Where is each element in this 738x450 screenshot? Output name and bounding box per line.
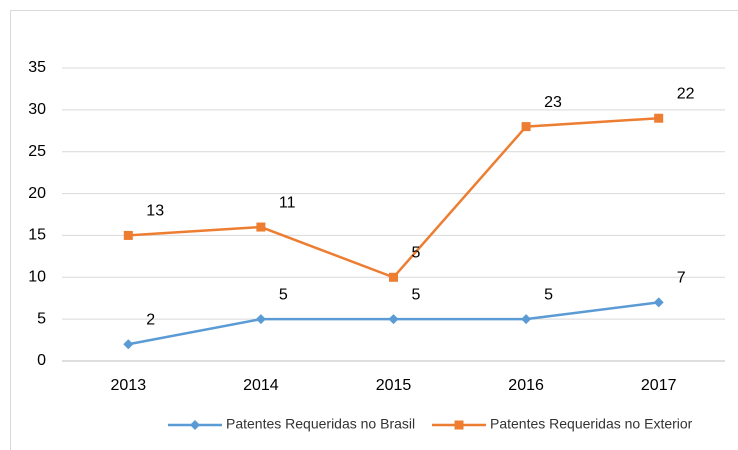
y-tick-label: 5 [37,310,46,327]
marker [454,420,464,430]
y-tick-label: 25 [28,143,46,160]
data-label: 7 [677,270,686,287]
y-tick-label: 20 [28,185,46,202]
legend: Patentes Requeridas no Brasil Patentes Re… [168,416,693,432]
legend-label: Patentes Requeridas no Brasil [226,416,415,432]
marker [255,314,266,325]
marker [123,230,133,240]
y-tick-label: 35 [28,59,46,76]
y-tick-label: 10 [28,269,46,286]
y-tick-label: 15 [28,227,46,244]
marker [123,339,134,350]
marker [654,113,664,123]
marker [256,222,266,232]
marker [653,297,664,308]
x-tick-label: 2017 [641,377,677,394]
data-label: 11 [279,194,296,211]
data-label: 5 [412,245,421,262]
x-tick-label: 2016 [508,377,544,394]
marker [389,272,398,282]
data-label: 13 [146,203,164,220]
data-label: 5 [279,286,288,303]
marker [388,314,399,325]
data-label: 5 [544,286,553,303]
y-tick-label: 30 [28,101,46,118]
y-tick-label: 0 [37,352,46,369]
series-line [128,116,659,279]
x-tick-label: 2013 [111,377,147,394]
data-label: 5 [412,286,421,303]
x-tick-label: 2015 [376,377,412,394]
marker [521,122,531,132]
data-label: 22 [677,85,695,102]
x-tick-label: 2014 [243,377,279,394]
data-label: 2 [146,311,155,328]
data-label: 23 [544,94,562,111]
marker [190,420,200,430]
marker [521,314,532,325]
legend-label: Patentes Requeridas no Exterior [490,416,693,432]
